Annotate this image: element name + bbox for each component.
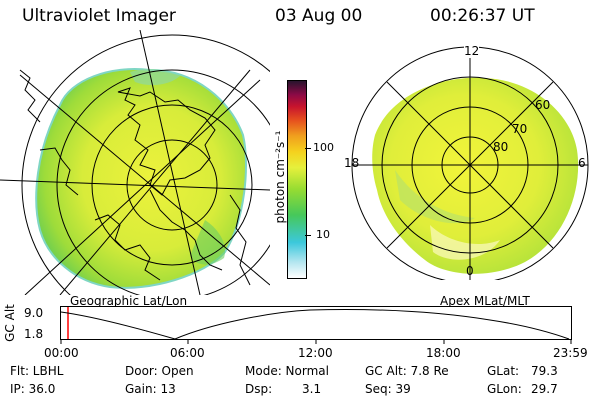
latitude-circle — [56, 69, 270, 295]
altitude-xtick-label: 06:00 — [170, 346, 205, 360]
gain-info: Gain: 13 — [125, 382, 176, 396]
dsp-label: Dsp: — [245, 382, 273, 396]
coastline — [229, 194, 251, 286]
altitude-curve — [60, 309, 570, 340]
glat-label: GLat: — [487, 364, 520, 378]
altitude-ytick-high: 9.0 — [24, 306, 44, 320]
auroral-oval-dim — [395, 170, 475, 224]
coastline — [39, 147, 79, 196]
glon-value: 29.7 — [531, 382, 558, 396]
mlt-axis-diagonal — [386, 81, 554, 249]
meridian-line — [19, 74, 270, 286]
geographic-image — [0, 30, 270, 295]
altitude-xtick-label: 00:00 — [44, 346, 79, 360]
altitude-plot — [60, 306, 572, 344]
time-label: 00:26:37 UT — [430, 6, 535, 26]
mlat-label-60: 60 — [535, 98, 551, 112]
instrument-title: Ultraviolet Imager — [22, 6, 176, 26]
mode-info: Mode: Normal — [245, 364, 329, 378]
seq-info: Seq: 39 — [365, 382, 411, 396]
latitude-circle — [21, 34, 270, 295]
altitude-ylabel: GC Alt — [3, 304, 17, 342]
altitude-xtick-label: 18:00 — [426, 346, 461, 360]
auroral-oval — [372, 77, 579, 274]
meridian-line — [24, 79, 261, 295]
emission-patch — [130, 69, 180, 86]
geographic-panel-label: Geographic Lat/Lon — [70, 294, 188, 308]
glat-value: 79.3 — [531, 364, 558, 378]
altitude-ytick-low: 1.8 — [24, 327, 44, 341]
mlt-label-18: 18 — [344, 156, 360, 170]
mlat-label-80: 80 — [493, 140, 509, 154]
glon-label: GLon: — [487, 382, 522, 396]
auroral-oval-bright — [430, 225, 500, 260]
coastline — [19, 69, 41, 123]
colorbar-tick-label: 100 — [313, 141, 334, 154]
colorbar-tick-label: 10 — [316, 228, 330, 241]
meridian-line — [59, 69, 251, 295]
colorbar-unit-label: photon cm⁻²s⁻¹ — [273, 130, 287, 224]
altitude-xtick-label: 23:59 — [553, 346, 588, 360]
coastline — [117, 87, 216, 196]
altitude-plot-frame — [60, 306, 572, 340]
mlt-label-6: 6 — [578, 156, 586, 170]
colorbar — [287, 80, 307, 279]
colorbar-tick — [305, 148, 311, 149]
meridian-line — [0, 179, 270, 191]
mlt-label-0: 0 — [466, 264, 474, 278]
meridian-line — [139, 30, 201, 295]
date-label: 03 Aug 00 — [275, 6, 363, 26]
gc-alt-info: GC Alt: 7.8 Re — [365, 364, 449, 378]
door-info: Door: Open — [125, 364, 194, 378]
emission-patch — [190, 220, 226, 265]
magnetic-panel-label: Apex MLat/MLT — [440, 294, 530, 308]
latitude-circle — [91, 104, 253, 266]
magnetic-polar-plot — [351, 46, 589, 280]
colorbar-tick — [305, 235, 311, 236]
ip-info: IP: 36.0 — [10, 382, 56, 396]
dsp-value: 3.1 — [302, 382, 322, 396]
coastline — [149, 189, 223, 271]
filter-info: Flt: LBHL — [10, 364, 64, 378]
mlt-label-12: 12 — [464, 44, 480, 58]
coastline — [94, 214, 161, 281]
altitude-xtick-label: 12:00 — [298, 346, 333, 360]
mlat-label-70: 70 — [512, 122, 528, 136]
